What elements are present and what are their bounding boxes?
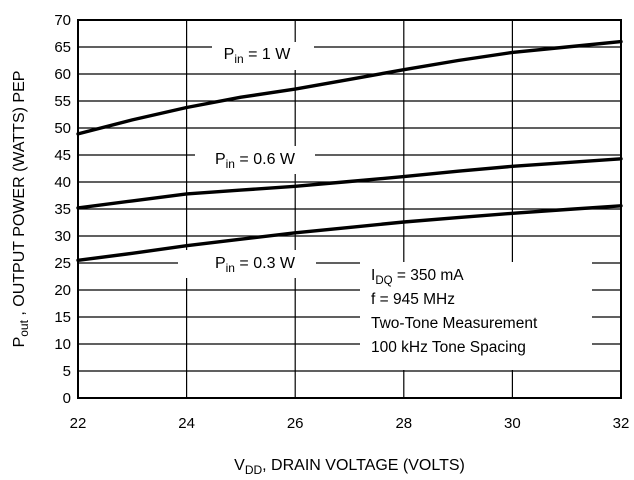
y-tick-label: 25 (54, 255, 71, 272)
y-tick-label: 35 (54, 201, 71, 218)
x-tick-label: 30 (504, 415, 521, 432)
series-label-0-main: P (224, 46, 235, 63)
y-tick-labels: 0 5 10 15 20 25 30 35 40 45 50 55 60 65 70 (54, 12, 71, 407)
series-lines (76, 39, 623, 262)
y-axis-title-sub: out (17, 319, 31, 336)
series-label-2-sub: in (226, 261, 235, 275)
annotation-block: IDQ = 350 mA f = 945 MHz Two-Tone Measurem… (371, 267, 538, 356)
grid (78, 20, 621, 398)
annotation-line-1-main: f = 945 MHz (371, 291, 455, 308)
y-tick-label: 5 (63, 363, 71, 380)
annotation-line-0-main: I (371, 267, 375, 284)
annotation-line-1: f = 945 MHz (371, 291, 455, 308)
series-label-1-main: P (215, 151, 226, 168)
x-tick-labels: 22 24 26 28 30 32 (70, 415, 630, 432)
series-label-1-sub: in (226, 157, 235, 171)
x-tick-label: 32 (613, 415, 630, 432)
y-tick-label: 50 (54, 120, 71, 137)
annotation-line-2: Two-Tone Measurement (371, 315, 538, 332)
plot-frame (77, 19, 622, 399)
y-tick-label: 20 (54, 282, 71, 299)
y-axis-title: Pout , OUTPUT POWER (WATTS) PEP (11, 71, 31, 348)
y-tick-label: 65 (54, 39, 71, 56)
series-label-background (178, 250, 316, 278)
series-line-1 (76, 157, 623, 210)
y-tick-label: 40 (54, 174, 71, 191)
series-label-background (195, 146, 315, 174)
x-tick-label: 22 (70, 415, 87, 432)
series-label-0-rest: = 1 W (244, 46, 292, 63)
y-tick-label: 45 (54, 147, 71, 164)
y-tick-label: 10 (54, 336, 71, 353)
series-label-1-rest: = 0.6 W (235, 151, 296, 168)
y-tick-label: 70 (54, 12, 71, 29)
series-label-0: Pin = 1 W (224, 46, 292, 66)
y-axis-title-rest: , OUTPUT POWER (WATTS) PEP (11, 71, 28, 320)
y-axis-title-main: P (11, 337, 28, 348)
annotation-line-0-rest: = 350 mA (393, 267, 465, 284)
y-tick-label: 55 (54, 93, 71, 110)
annotation-background (360, 262, 592, 370)
x-tick-label: 24 (178, 415, 195, 432)
series-label-2-rest: = 0.3 W (235, 255, 296, 272)
series-line-0 (76, 39, 623, 136)
x-axis-title: VDD, DRAIN VOLTAGE (VOLTS) (234, 457, 465, 477)
annotation-line-0-sub: DQ (375, 275, 392, 287)
label-masks (178, 42, 592, 370)
x-tick-label: 26 (287, 415, 304, 432)
x-axis-title-main: V (234, 457, 245, 474)
y-tick-label: 15 (54, 309, 71, 326)
annotation-line-0: IDQ = 350 mA (371, 267, 464, 287)
series-line-2 (76, 204, 623, 262)
series-label-2: Pin = 0.3 W (215, 255, 296, 275)
y-tick-label: 0 (63, 390, 71, 407)
x-tick-label: 28 (395, 415, 412, 432)
series-label-2-main: P (215, 255, 226, 272)
annotation-line-3-main: 100 kHz Tone Spacing (371, 339, 526, 356)
series-label-0-sub: in (234, 52, 243, 66)
series-label-background (212, 42, 314, 70)
series-label-1: Pin = 0.6 W (215, 151, 296, 171)
annotation-line-2-main: Two-Tone Measurement (371, 315, 538, 332)
y-tick-label: 30 (54, 228, 71, 245)
x-axis-title-rest: , DRAIN VOLTAGE (VOLTS) (262, 457, 465, 474)
annotation-line-3: 100 kHz Tone Spacing (371, 339, 526, 356)
x-axis-title-sub: DD (245, 463, 263, 477)
y-tick-label: 60 (54, 66, 71, 83)
